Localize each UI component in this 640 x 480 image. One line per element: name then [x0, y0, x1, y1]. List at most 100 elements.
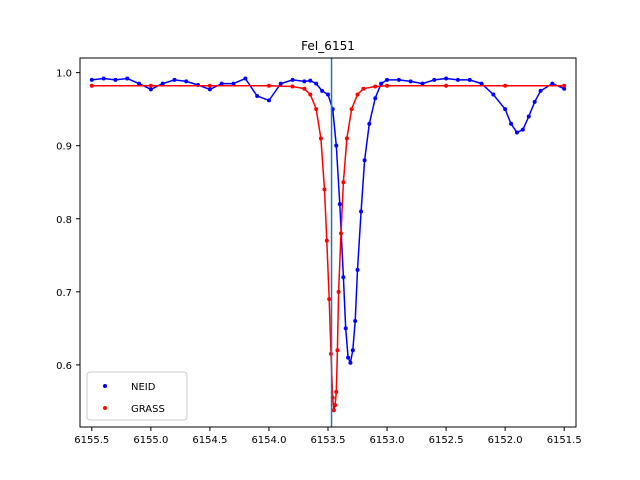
data-point: [290, 77, 295, 82]
legend-label: GRASS: [131, 404, 165, 415]
data-point: [509, 121, 514, 126]
data-point: [320, 88, 325, 93]
data-point: [89, 77, 94, 82]
legend-box: [86, 371, 188, 421]
data-point: [467, 77, 472, 82]
data-point: [455, 77, 460, 82]
data-point: [324, 238, 329, 243]
y-tick-label: 0.6: [56, 361, 72, 372]
data-point: [266, 98, 271, 103]
data-point: [350, 348, 355, 353]
data-point: [444, 83, 449, 88]
data-point: [308, 92, 313, 97]
x-tick-label: 6152.0: [488, 435, 523, 446]
legend-label: NEID: [131, 382, 156, 393]
data-point: [538, 88, 543, 93]
y-tick-label: 1.0: [56, 69, 72, 80]
legend: NEID GRASS: [86, 371, 188, 421]
data-point: [359, 209, 364, 214]
x-tick-label: 6154.5: [192, 435, 227, 446]
data-point: [338, 231, 343, 236]
data-point: [148, 87, 153, 92]
data-point: [327, 297, 332, 302]
data-point: [385, 83, 390, 88]
data-point: [343, 326, 348, 331]
data-point: [322, 187, 327, 192]
y-tick-label: 0.7: [56, 288, 72, 299]
legend-marker: [103, 406, 107, 410]
data-point: [243, 76, 248, 81]
x-tick-label: 6154.0: [251, 435, 286, 446]
data-point: [326, 92, 330, 97]
data-point: [331, 408, 336, 413]
data-point: [355, 267, 360, 272]
data-point: [336, 289, 341, 294]
data-point: [290, 84, 295, 89]
data-point: [346, 355, 351, 360]
plot-area: [89, 58, 567, 427]
x-tick-label: 6151.5: [547, 435, 582, 446]
data-point: [367, 121, 372, 126]
data-point: [278, 81, 283, 86]
data-point: [361, 86, 366, 91]
data-point: [532, 99, 537, 104]
data-point: [148, 83, 153, 88]
data-point: [396, 77, 401, 82]
data-point: [348, 360, 353, 365]
data-point: [207, 83, 212, 88]
data-point: [562, 86, 567, 91]
data-point: [184, 79, 189, 84]
chart-title: FeI_6151: [301, 39, 355, 53]
data-point: [125, 76, 130, 81]
data-point: [550, 81, 555, 86]
data-point: [113, 77, 118, 82]
data-point: [318, 136, 323, 141]
data-point: [341, 180, 346, 185]
data-point: [101, 76, 106, 81]
data-point: [160, 81, 165, 86]
data-point: [335, 348, 340, 353]
data-point: [334, 389, 339, 394]
x-tick-label: 6155.5: [74, 435, 109, 446]
series-grass: [89, 83, 567, 413]
data-point: [373, 96, 378, 101]
data-point: [231, 81, 236, 86]
data-point: [333, 403, 338, 408]
data-point: [255, 93, 260, 98]
data-point: [314, 107, 319, 112]
data-point: [353, 319, 358, 324]
data-point: [362, 158, 367, 163]
data-point: [420, 81, 425, 86]
data-point: [355, 92, 360, 97]
data-point: [444, 76, 449, 81]
data-point: [432, 77, 437, 82]
data-point: [344, 136, 349, 141]
y-tick-label: 0.9: [56, 142, 72, 153]
data-point: [337, 202, 342, 207]
data-point: [503, 83, 508, 88]
data-point: [302, 86, 307, 91]
x-axis: 6155.5 6155.0 6154.5 6154.0 6153.5 6153.0 6152…: [74, 427, 582, 446]
x-tick-label: 6153.0: [370, 435, 405, 446]
y-axis: 0.6 0.7 0.8 0.9 1.0: [56, 69, 80, 372]
x-tick-label: 6153.5: [311, 435, 346, 446]
data-point: [207, 87, 212, 92]
data-point: [172, 77, 177, 82]
data-point: [526, 114, 531, 119]
data-point: [514, 130, 519, 135]
data-point: [479, 81, 484, 86]
data-point: [308, 78, 313, 83]
y-tick-label: 0.8: [56, 215, 72, 226]
data-point: [341, 275, 346, 280]
data-point: [334, 143, 339, 148]
x-tick-label: 6152.5: [429, 435, 464, 446]
data-point: [379, 81, 384, 86]
data-point: [266, 83, 271, 88]
data-point: [349, 107, 354, 112]
data-point: [314, 81, 319, 86]
x-tick-label: 6155.0: [133, 435, 168, 446]
data-point: [503, 107, 508, 112]
data-point: [373, 84, 378, 89]
data-point: [219, 81, 224, 86]
